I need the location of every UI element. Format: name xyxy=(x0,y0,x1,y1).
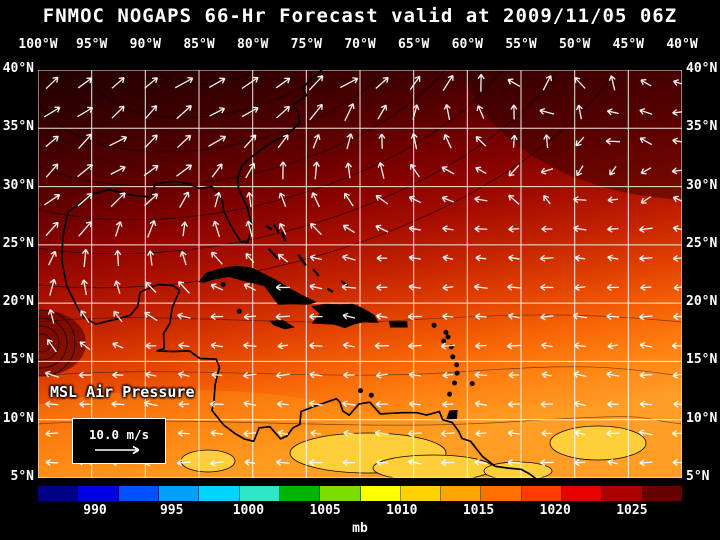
lat-label: 40°N xyxy=(2,61,34,76)
lat-label: 20°N xyxy=(2,294,34,310)
colorbar-segment xyxy=(78,486,119,501)
colorbar-segment xyxy=(521,486,563,501)
lat-label: 30°N xyxy=(2,177,34,193)
colorbar-segment xyxy=(360,486,401,501)
wind-arrow-icon xyxy=(95,445,140,454)
lat-label: 10°N xyxy=(2,410,34,426)
lat-label: 35°N xyxy=(2,119,34,135)
colorbar-segment xyxy=(481,486,522,501)
colorbar-segment xyxy=(118,486,159,501)
colorbar-segment xyxy=(562,486,603,501)
colorbar-tick: 1015 xyxy=(462,503,495,518)
lat-label: 10°N xyxy=(686,410,718,426)
colorbar-tick: 1020 xyxy=(539,503,571,518)
lat-label: 25°N xyxy=(686,235,718,251)
colorbar-segment xyxy=(158,486,200,501)
lon-label: 65°W xyxy=(398,37,430,52)
colorbar-tick: 1005 xyxy=(309,503,341,518)
colorbar-unit: mb xyxy=(352,521,368,536)
lon-label: 75°W xyxy=(290,37,322,52)
field-label: MSL Air Pressure xyxy=(50,383,195,401)
lon-label: 55°W xyxy=(505,37,537,52)
lat-label: 15°N xyxy=(686,352,718,368)
lon-label: 45°W xyxy=(612,37,644,52)
lat-label: 5°N xyxy=(10,469,34,484)
lat-label: 30°N xyxy=(686,177,718,193)
colorbar-segment xyxy=(279,486,321,501)
lat-label: 20°N xyxy=(686,294,718,310)
lon-label: 60°W xyxy=(451,37,483,52)
colorbar-tick: 1010 xyxy=(386,503,418,518)
colorbar-segment xyxy=(38,486,79,501)
lon-label: 100°W xyxy=(18,37,58,52)
lon-label: 40°W xyxy=(666,37,698,52)
colorbar-tick: 995 xyxy=(159,503,184,518)
wind-speed-legend: 10.0 m/s xyxy=(72,418,166,464)
colorbar-segment xyxy=(239,486,280,501)
wind-arrows-layer xyxy=(43,73,682,467)
lat-label: 25°N xyxy=(2,235,34,251)
colorbar-tick: 1000 xyxy=(232,503,265,518)
colorbar-segment xyxy=(400,486,442,501)
lat-label: 15°N xyxy=(2,352,34,368)
lat-label: 40°N xyxy=(686,61,718,76)
lon-label: 85°W xyxy=(183,37,215,52)
colorbar-tick: 990 xyxy=(83,503,107,518)
lat-label: 5°N xyxy=(686,469,710,484)
low-pressure-patches xyxy=(180,425,647,478)
lat-label: 35°N xyxy=(686,119,718,135)
colorbar-segment xyxy=(441,486,482,501)
colorbar-segment xyxy=(199,486,240,501)
colorbar-segment xyxy=(602,486,643,501)
lon-label: 95°W xyxy=(76,37,108,52)
lon-label: 80°W xyxy=(237,37,269,52)
pressure-colorbar xyxy=(38,486,682,501)
lon-label: 70°W xyxy=(344,37,376,52)
page-title: FNMOC NOGAPS 66-Hr Forecast valid at 200… xyxy=(42,5,678,27)
colorbar-segment xyxy=(320,486,361,501)
wind-speed-value: 10.0 m/s xyxy=(88,426,150,442)
colorbar-tick: 1025 xyxy=(616,503,648,518)
colorbar-segment xyxy=(642,486,682,501)
pressure-map-canvas xyxy=(38,70,682,478)
lon-label: 50°W xyxy=(559,37,591,52)
lon-label: 90°W xyxy=(129,37,161,52)
